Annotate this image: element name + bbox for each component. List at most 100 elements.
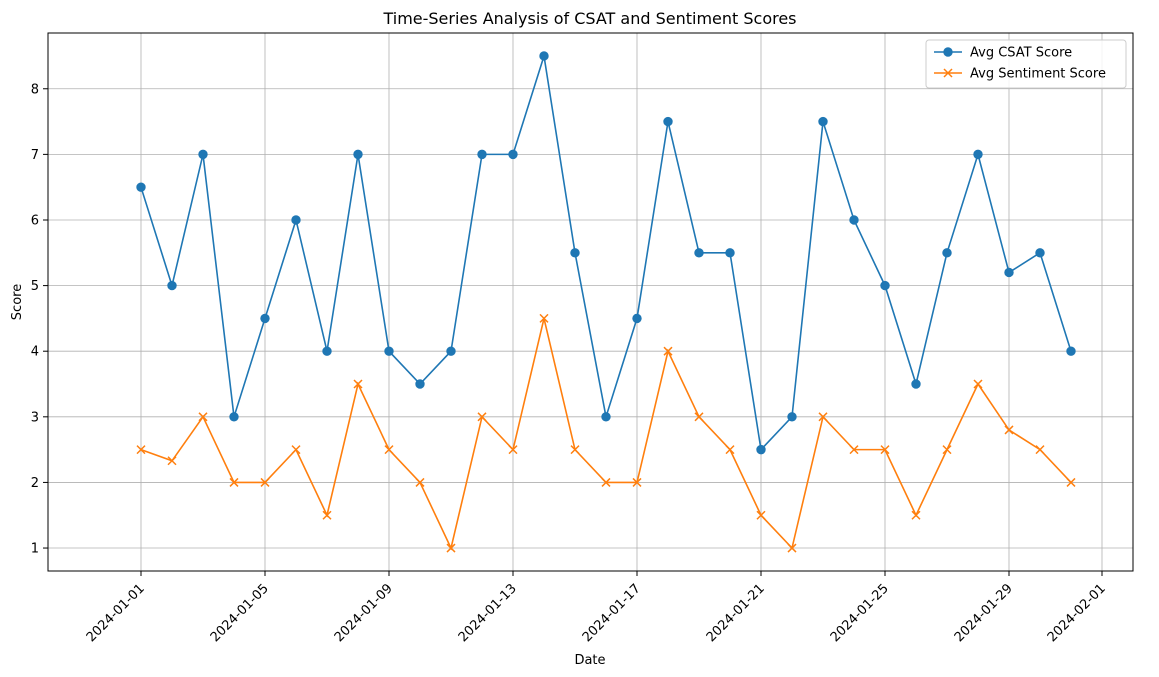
data-point — [198, 149, 208, 160]
data-point — [136, 182, 146, 192]
data-point — [818, 116, 828, 127]
data-point — [818, 412, 828, 422]
data-point — [973, 149, 983, 160]
data-point — [446, 346, 456, 356]
x-tick-label: 2024-01-17 — [580, 581, 644, 645]
data-point — [508, 445, 518, 455]
data-point — [942, 445, 952, 455]
data-point — [973, 379, 983, 389]
data-point — [725, 445, 735, 455]
data-point — [539, 313, 549, 323]
x-axis-ticks: 2024-01-01 2024-01-05 2024-01-09 2024-01-13… — [84, 571, 1109, 645]
data-point — [353, 379, 363, 389]
data-point — [415, 477, 425, 487]
y-tick-label: 1 — [31, 542, 39, 557]
data-point — [570, 445, 580, 455]
data-point — [1035, 445, 1045, 455]
x-tick-label: 2024-01-01 — [84, 581, 148, 645]
data-point — [1066, 477, 1076, 487]
data-point — [942, 248, 952, 258]
y-axis-label: Score — [10, 284, 25, 320]
data-point — [260, 477, 270, 487]
data-point — [415, 379, 425, 389]
data-point — [167, 456, 177, 466]
legend-label: Avg Sentiment Score — [970, 67, 1106, 82]
data-point — [136, 445, 146, 455]
data-point — [601, 477, 611, 487]
data-point — [477, 412, 487, 422]
data-point — [787, 543, 797, 553]
data-point — [322, 346, 332, 356]
data-point — [756, 510, 766, 520]
data-point — [291, 445, 301, 455]
x-tick-label: 2024-01-09 — [332, 581, 396, 645]
data-point — [384, 445, 394, 455]
legend-marker — [943, 68, 953, 78]
data-point — [446, 543, 456, 553]
data-point — [663, 116, 673, 127]
data-point — [849, 215, 859, 225]
data-point — [694, 248, 704, 258]
legend: Avg CSAT Score Avg Sentiment Score — [925, 39, 1127, 89]
data-point — [539, 51, 549, 61]
x-tick-label: 2024-01-05 — [208, 581, 272, 645]
data-point — [291, 215, 301, 225]
series-0 — [136, 51, 1076, 455]
data-point — [849, 445, 859, 455]
x-axis-label: Date — [574, 653, 605, 668]
plot-frame — [47, 32, 1134, 572]
legend-entry-0: Avg CSAT Score — [934, 46, 1072, 61]
y-tick-label: 8 — [31, 82, 39, 97]
data-point — [880, 280, 890, 291]
series-layer — [136, 51, 1076, 553]
y-tick-label: 4 — [31, 345, 39, 360]
data-point — [911, 379, 921, 389]
data-point — [694, 412, 704, 422]
data-point — [477, 149, 487, 160]
data-point — [787, 412, 797, 422]
data-point — [322, 510, 332, 520]
data-point — [601, 412, 611, 422]
data-point — [229, 477, 239, 487]
data-point — [229, 412, 239, 422]
data-point — [353, 149, 363, 160]
data-point — [570, 248, 580, 258]
series-line-1 — [140, 318, 1072, 551]
data-point — [632, 313, 642, 324]
data-point — [1066, 346, 1076, 356]
x-tick-label: 2024-01-21 — [704, 581, 768, 645]
data-point — [911, 510, 921, 520]
legend-entry-1: Avg Sentiment Score — [934, 67, 1106, 82]
data-point — [880, 445, 890, 455]
grid — [48, 33, 1133, 571]
data-point — [1035, 248, 1045, 258]
y-tick-label: 7 — [31, 148, 39, 163]
y-tick-label: 2 — [31, 476, 39, 491]
y-axis-ticks: 1 2 3 4 5 6 7 8 — [31, 82, 48, 557]
data-point — [725, 248, 735, 258]
legend-label: Avg CSAT Score — [970, 46, 1072, 61]
data-point — [167, 280, 177, 291]
y-tick-label: 6 — [31, 213, 39, 228]
data-point — [384, 346, 394, 356]
data-point — [508, 149, 518, 160]
data-point — [663, 346, 673, 356]
data-point — [1004, 425, 1014, 435]
data-point — [260, 313, 270, 324]
legend-marker — [943, 47, 953, 57]
chart-title: Time-Series Analysis of CSAT and Sentime… — [382, 9, 796, 28]
x-tick-label: 2024-01-25 — [828, 581, 892, 645]
y-tick-label: 5 — [31, 279, 39, 294]
x-tick-label: 2024-01-13 — [456, 581, 520, 645]
y-tick-label: 3 — [31, 410, 39, 425]
data-point — [632, 477, 642, 487]
x-tick-label: 2024-02-01 — [1045, 581, 1109, 645]
data-point — [1004, 267, 1014, 278]
legend-box — [925, 39, 1127, 89]
x-tick-label: 2024-01-29 — [952, 581, 1016, 645]
series-1 — [136, 313, 1076, 553]
series-line-0 — [140, 55, 1072, 452]
data-point — [756, 444, 766, 455]
data-point — [198, 412, 208, 422]
